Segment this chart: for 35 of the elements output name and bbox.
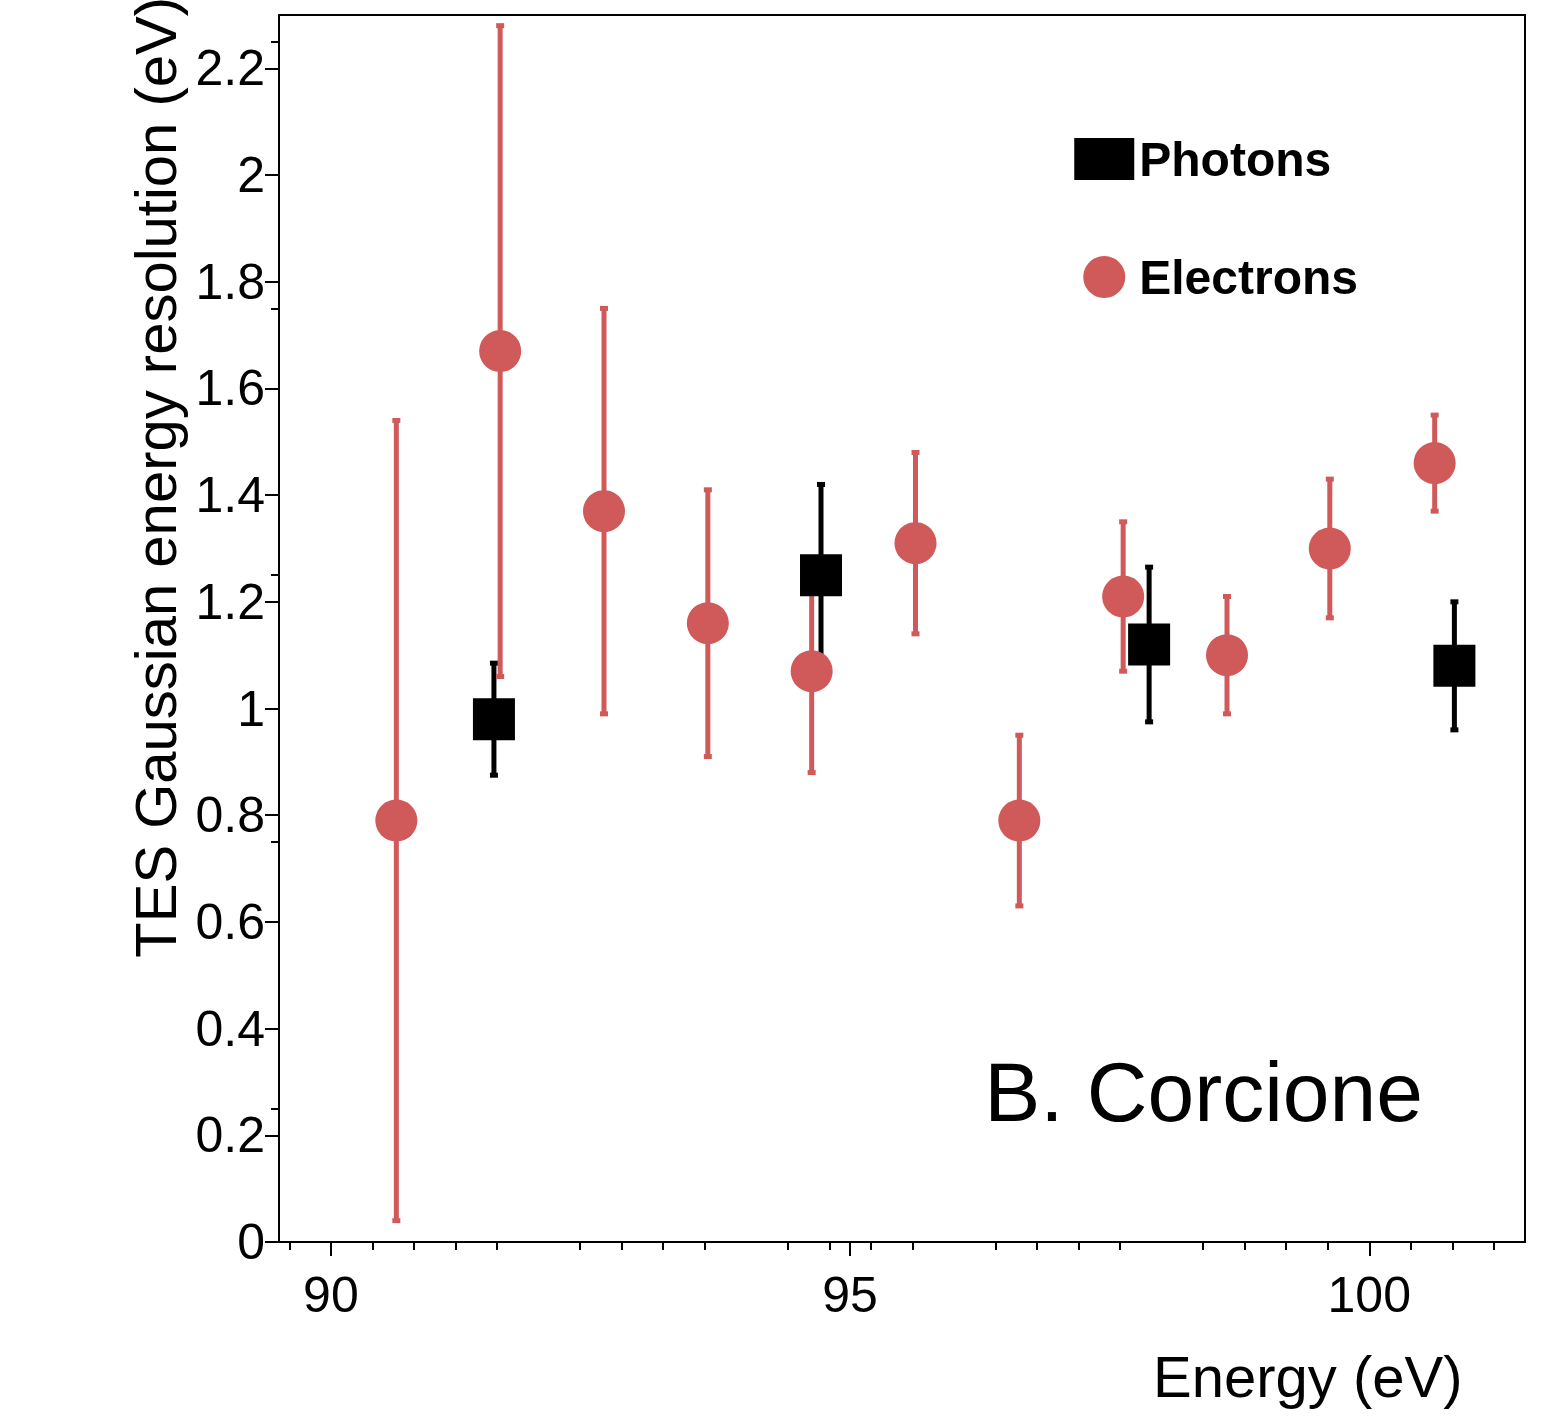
point: [1206, 634, 1248, 677]
y-axis-title: TES Gaussian energy resolution (eV): [122, 0, 188, 958]
y-tick-label: 0: [237, 1214, 265, 1270]
legend-label: Electrons: [1139, 250, 1359, 304]
y-tick-label: 0.4: [195, 1000, 265, 1057]
y-tick-label: 1.2: [195, 573, 265, 630]
point: [894, 522, 937, 565]
point: [998, 799, 1041, 842]
annotation: B. Corcione: [984, 1045, 1424, 1139]
point: [583, 490, 625, 533]
y-tick-label: 2.2: [195, 40, 265, 97]
y-tick-label: 0.8: [195, 787, 265, 844]
legend-label: Photons: [1139, 132, 1332, 186]
y-tick-label: 2: [237, 147, 265, 204]
y-tick-label: 1.8: [195, 253, 265, 310]
y-tick-label: 1: [237, 680, 265, 737]
y-tick-label: 1.4: [195, 467, 265, 524]
point: [479, 330, 522, 373]
point: [686, 602, 729, 645]
point: [1308, 527, 1351, 570]
point: [1128, 623, 1171, 666]
point: [1433, 644, 1476, 687]
x-tick-label: 100: [1327, 1267, 1411, 1323]
point: [790, 650, 833, 693]
point: [375, 799, 418, 842]
y-tick-label: 0.6: [195, 893, 265, 950]
x-axis-title: Energy (eV): [1153, 1343, 1463, 1409]
point: [1413, 442, 1456, 485]
x-tick-label: 95: [822, 1267, 878, 1323]
point: [472, 698, 515, 741]
point: [800, 554, 843, 597]
y-tick-label: 0.2: [195, 1107, 265, 1164]
point: [1102, 575, 1145, 618]
x-tick-label: 90: [303, 1267, 359, 1323]
y-tick-label: 1.6: [195, 360, 265, 417]
